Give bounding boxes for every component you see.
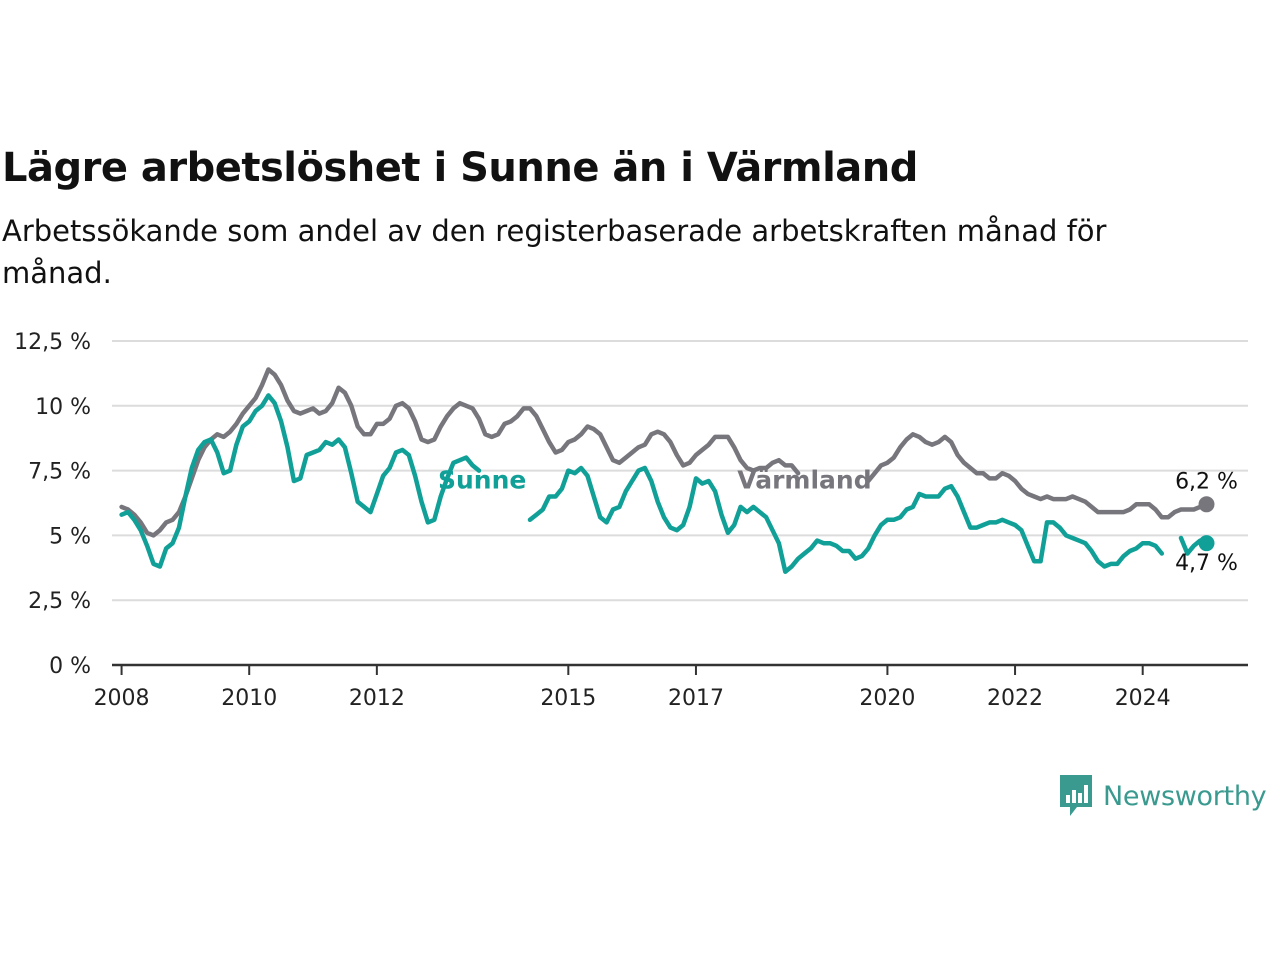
x-tick-label: 2008 (94, 686, 150, 711)
newsworthy-chart-icon (1060, 775, 1092, 816)
y-tick-label: 0 % (49, 654, 91, 679)
y-tick-label: 2,5 % (28, 589, 91, 614)
x-tick-label: 2020 (859, 686, 915, 711)
sunne-end-marker (1198, 535, 1215, 552)
x-tick-label: 2022 (987, 686, 1043, 711)
series-lines (119, 367, 1215, 574)
x-tick-label: 2015 (540, 686, 596, 711)
y-axis-ticks: 0 % 2,5 % 5 % 7,5 % 10 % 12,5 % (14, 330, 91, 679)
x-tick-label: 2024 (1115, 686, 1171, 711)
y-tick-label: 7,5 % (28, 460, 91, 485)
sunne-line (119, 393, 1209, 574)
logo-text: Newsworthy (1103, 780, 1267, 812)
gridlines (112, 340, 1248, 602)
v-rmland-line (119, 367, 1209, 538)
x-tick-label: 2012 (349, 686, 405, 711)
v-rmland-end-marker (1198, 496, 1215, 513)
x-tick-label: 2010 (221, 686, 277, 711)
y-tick-label: 10 % (35, 395, 91, 420)
series-labels: Värmland 6,2 % Sunne 4,7 % (438, 466, 1238, 576)
chart-subtitle: Arbetssökande som andel av den registerb… (2, 214, 1107, 290)
v-rmland-series-label: Värmland (737, 466, 871, 495)
y-tick-label: 12,5 % (14, 330, 91, 355)
v-rmland-end-label: 6,2 % (1175, 469, 1238, 494)
x-tick-label: 2017 (668, 686, 724, 711)
chart-title: Lägre arbetslöshet i Sunne än i Värmland (2, 145, 918, 191)
sunne-end-label: 4,7 % (1175, 551, 1238, 576)
sunne-series-label: Sunne (438, 466, 526, 495)
newsworthy-logo: Newsworthy (1058, 773, 1267, 819)
y-tick-label: 5 % (49, 524, 91, 549)
x-axis: 2008 2010 2012 2015 2017 2020 2022 2024 (94, 663, 1248, 711)
